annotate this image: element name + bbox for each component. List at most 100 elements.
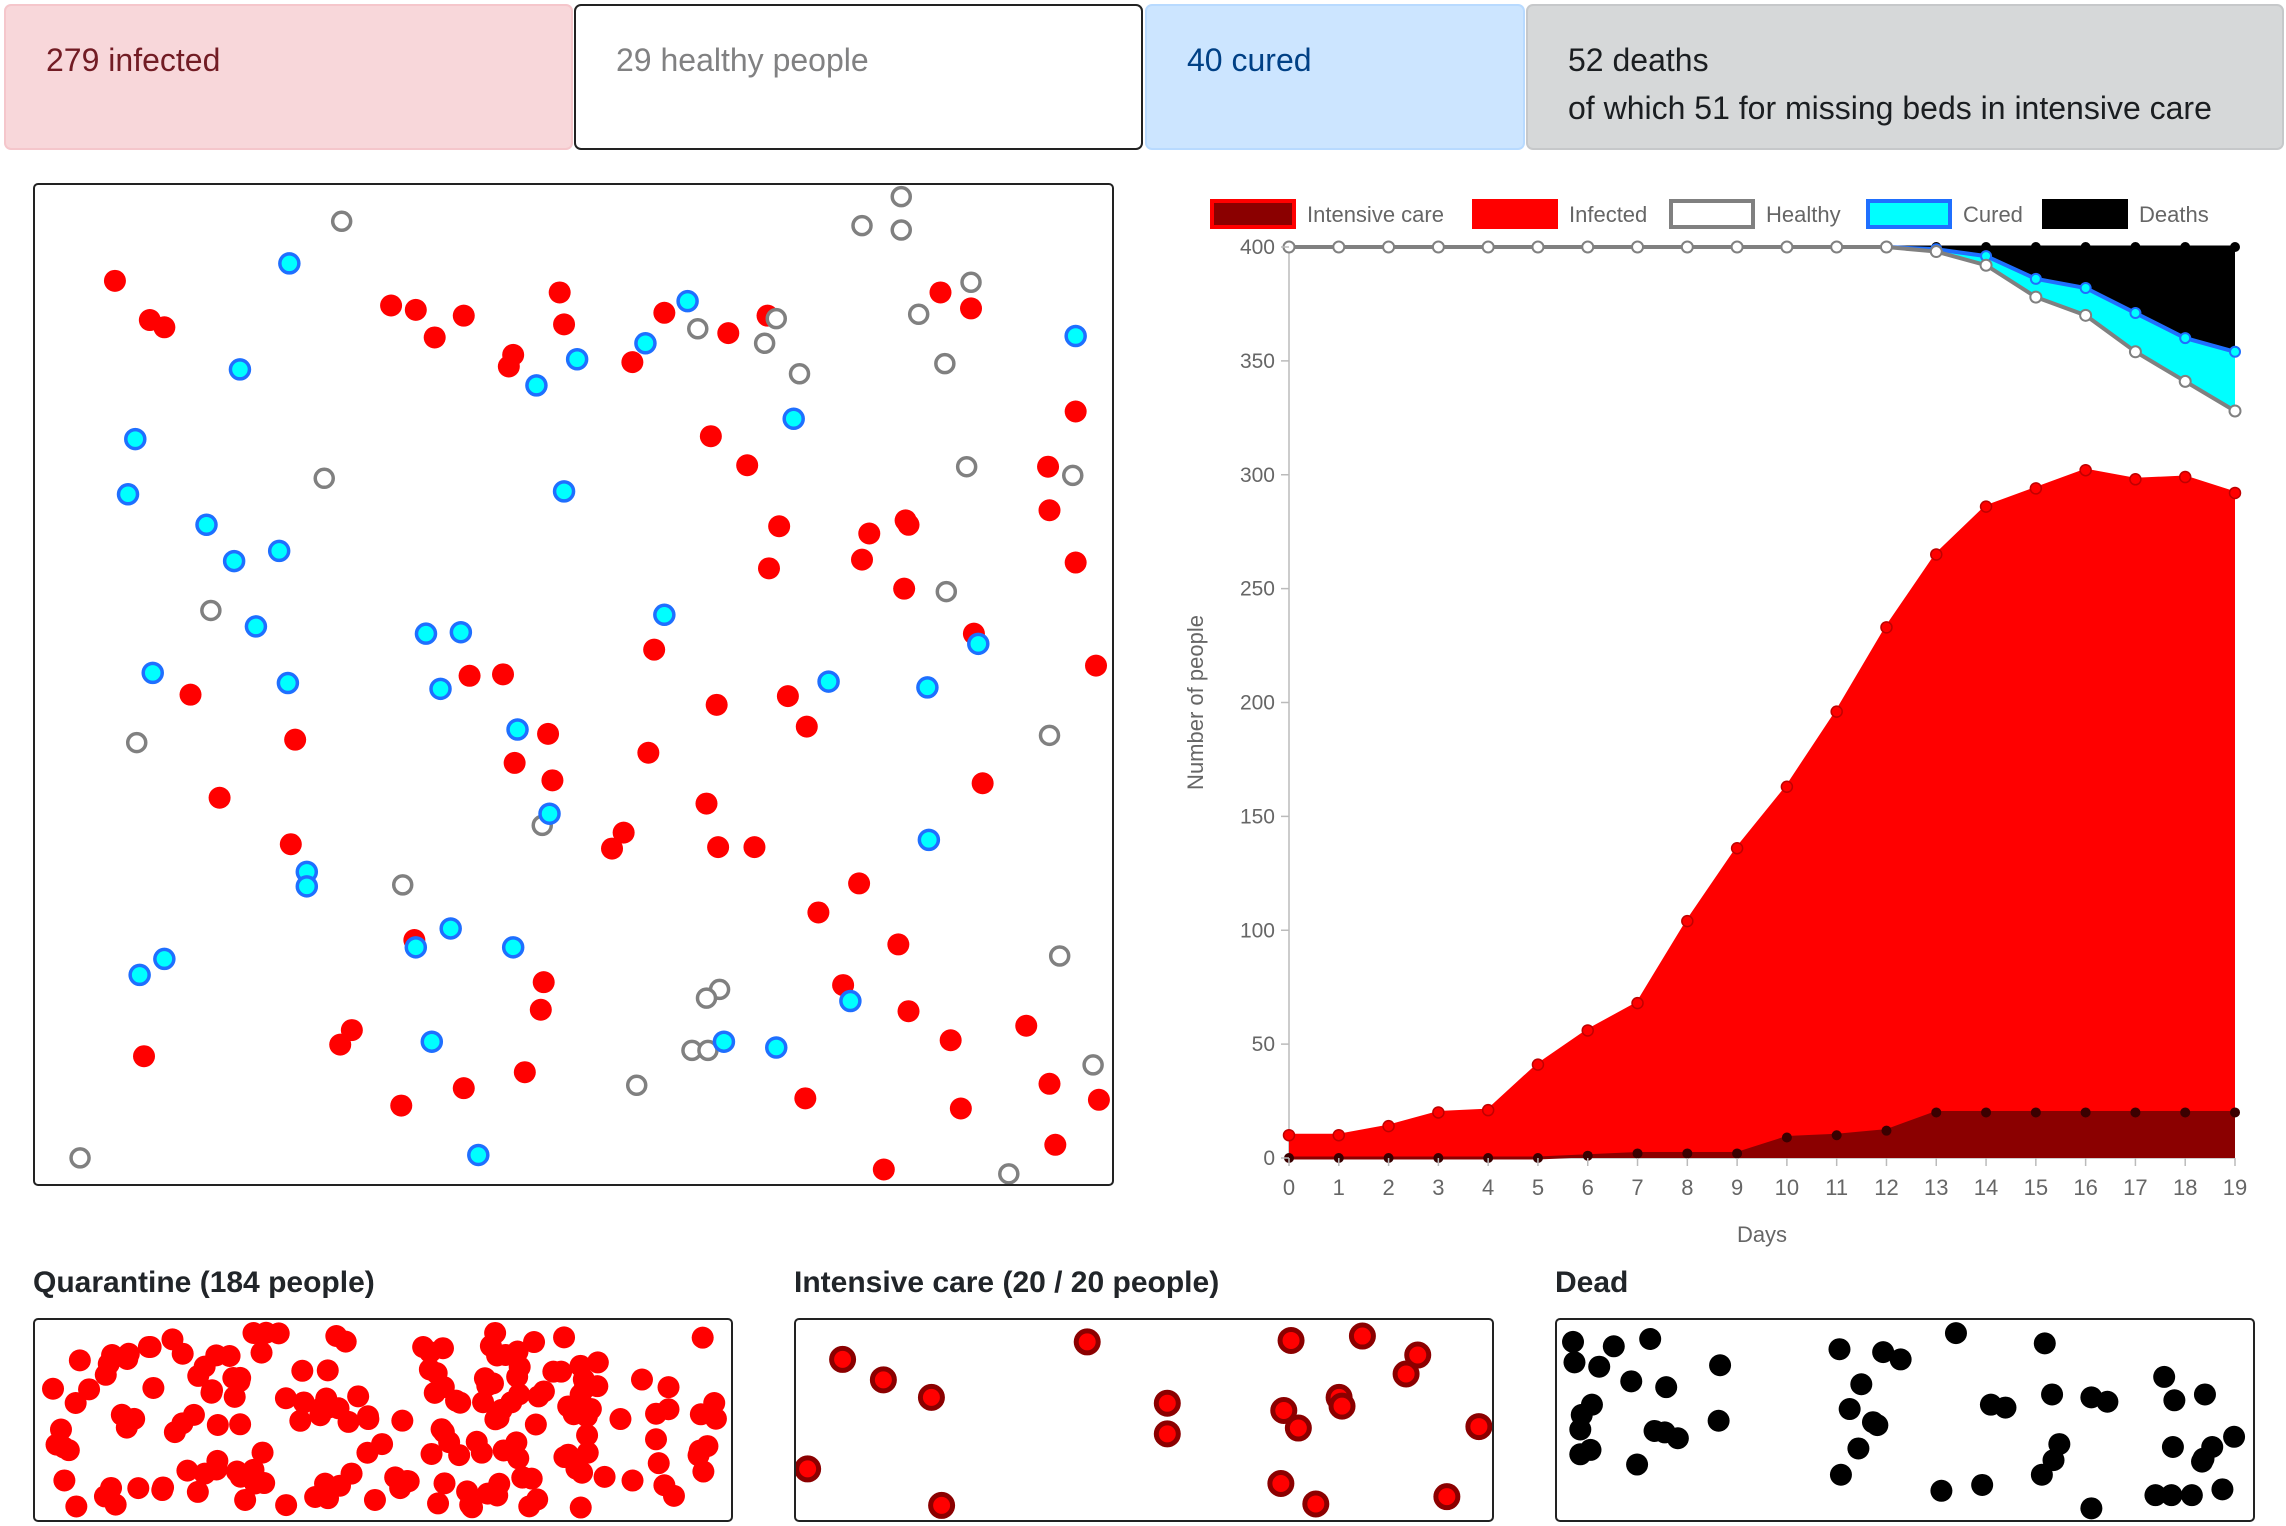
person-infected-dot (329, 1033, 352, 1056)
x-tick-label: 3 (1432, 1175, 1444, 1200)
quarantine-person-dot (116, 1347, 139, 1370)
dead-person-dot (2180, 1484, 2203, 1507)
quarantine-person-dot (100, 1476, 123, 1499)
person-cured-dot (439, 917, 462, 940)
dead-person-dot (1930, 1479, 1953, 1502)
quarantine-person-dot (253, 1472, 276, 1495)
person-infected-dot (103, 269, 126, 292)
person-healthy-dot (765, 307, 788, 330)
quarantine-person-dot (703, 1392, 726, 1415)
person-healthy-dot (695, 987, 718, 1009)
intensive-care-person-dot (1348, 1322, 1376, 1350)
intensive-care-point (1981, 1107, 1992, 1118)
healthy-point (1780, 240, 1794, 254)
quarantine-person-dot (569, 1496, 592, 1519)
person-healthy-dot (890, 219, 913, 241)
person-infected-dot (492, 663, 515, 686)
person-infected-dot (776, 685, 799, 708)
intensive-care-point (1682, 1148, 1693, 1159)
person-healthy-dot (313, 467, 335, 490)
person-infected-dot (404, 298, 427, 321)
deaths-point (2130, 242, 2141, 252)
quarantine-person-dot (479, 1334, 502, 1357)
person-infected-dot (929, 281, 952, 304)
person-infected-dot (768, 515, 791, 538)
person-infected-dot (858, 522, 881, 545)
quarantine-person-dot (255, 1321, 278, 1344)
infected-point (1282, 1128, 1296, 1142)
deaths-area (1289, 247, 2235, 352)
person-infected-dot (452, 304, 475, 327)
intensive-care-person-dot (1267, 1470, 1295, 1498)
infected-point (1681, 914, 1694, 928)
dead-person-dot (2144, 1484, 2167, 1507)
healthy-line (1289, 245, 2237, 413)
infected-area (1289, 470, 2235, 1158)
person-cured-dot (634, 332, 657, 355)
quarantine-person-dot (65, 1495, 88, 1518)
deaths-point (2180, 242, 2191, 252)
person-healthy-dot (753, 332, 776, 355)
person-infected-dot (1037, 455, 1060, 478)
quarantine-person-dot (553, 1326, 576, 1349)
quarantine-person-dot (569, 1383, 592, 1406)
infected-point (1880, 621, 1893, 634)
infected-point (1382, 1119, 1395, 1133)
quarantine-person-dot (42, 1377, 65, 1400)
person-infected-dot (208, 786, 231, 809)
y-tick-label: 100 (1240, 919, 1275, 942)
x-tick-label: 9 (1731, 1175, 1743, 1200)
person-infected-dot (284, 728, 307, 751)
person-infected-dot (452, 1077, 475, 1100)
intensive-care-canvas (796, 1322, 1492, 1519)
quarantine-person-dot (657, 1398, 680, 1421)
dead-person-dot (2041, 1383, 2064, 1406)
x-tick-label: 18 (2173, 1175, 2197, 1200)
person-infected-dot (695, 792, 718, 815)
quarantine-title: Quarantine (184 people) (33, 1266, 375, 1299)
person-infected-dot (548, 281, 571, 304)
person-cured-dot (765, 1036, 788, 1059)
x-tick-label: 16 (2073, 1175, 2097, 1200)
healthy-point (1481, 240, 1495, 254)
quarantine-person-dot (565, 1457, 588, 1480)
person-cured-dot (295, 875, 319, 898)
quarantine-person-dot (142, 1376, 165, 1399)
person-infected-dot (851, 548, 874, 571)
person-cured-dot (782, 407, 805, 431)
y-tick-label: 150 (1240, 805, 1275, 828)
person-healthy-dot (1038, 724, 1061, 747)
person-infected-dot (1085, 654, 1108, 677)
person-cured-dot (116, 483, 140, 506)
person-infected-dot (1064, 551, 1087, 574)
person-healthy-dot (125, 731, 148, 754)
person-infected-dot (1087, 1088, 1110, 1111)
person-healthy-dot (788, 363, 811, 385)
intensive-care-point (2030, 1107, 2041, 1118)
chart-legend: Intensive care Infected Healthy Cured Deaths (1210, 199, 2209, 229)
person-infected-dot (133, 1045, 156, 1068)
dead-person-dot (1620, 1370, 1643, 1393)
legend-label: Cured (1963, 202, 2023, 227)
person-infected-dot (537, 722, 560, 745)
quarantine-person-dot (163, 1421, 186, 1444)
cured-point (2079, 281, 2092, 294)
x-tick-label: 17 (2123, 1175, 2147, 1200)
quarantine-person-dot (472, 1391, 495, 1414)
person-infected-dot (743, 836, 766, 859)
intensive-care-person-dot (829, 1345, 857, 1373)
person-cured-dot (1064, 324, 1087, 348)
person-infected-dot (705, 693, 728, 716)
infected-point (1531, 1058, 1545, 1071)
person-cured-dot (222, 549, 246, 573)
quarantine-person-dot (433, 1472, 456, 1495)
infected-point (1432, 1106, 1445, 1119)
quarantine-person-dot (186, 1480, 209, 1503)
infected-point (1830, 705, 1843, 718)
intensive-care-person-dot (1328, 1392, 1356, 1420)
person-infected-dot (893, 577, 916, 600)
legend-label: Healthy (1766, 202, 1841, 227)
intensive-care-point (1582, 1150, 1593, 1161)
dead-person-dot (1850, 1373, 1873, 1396)
